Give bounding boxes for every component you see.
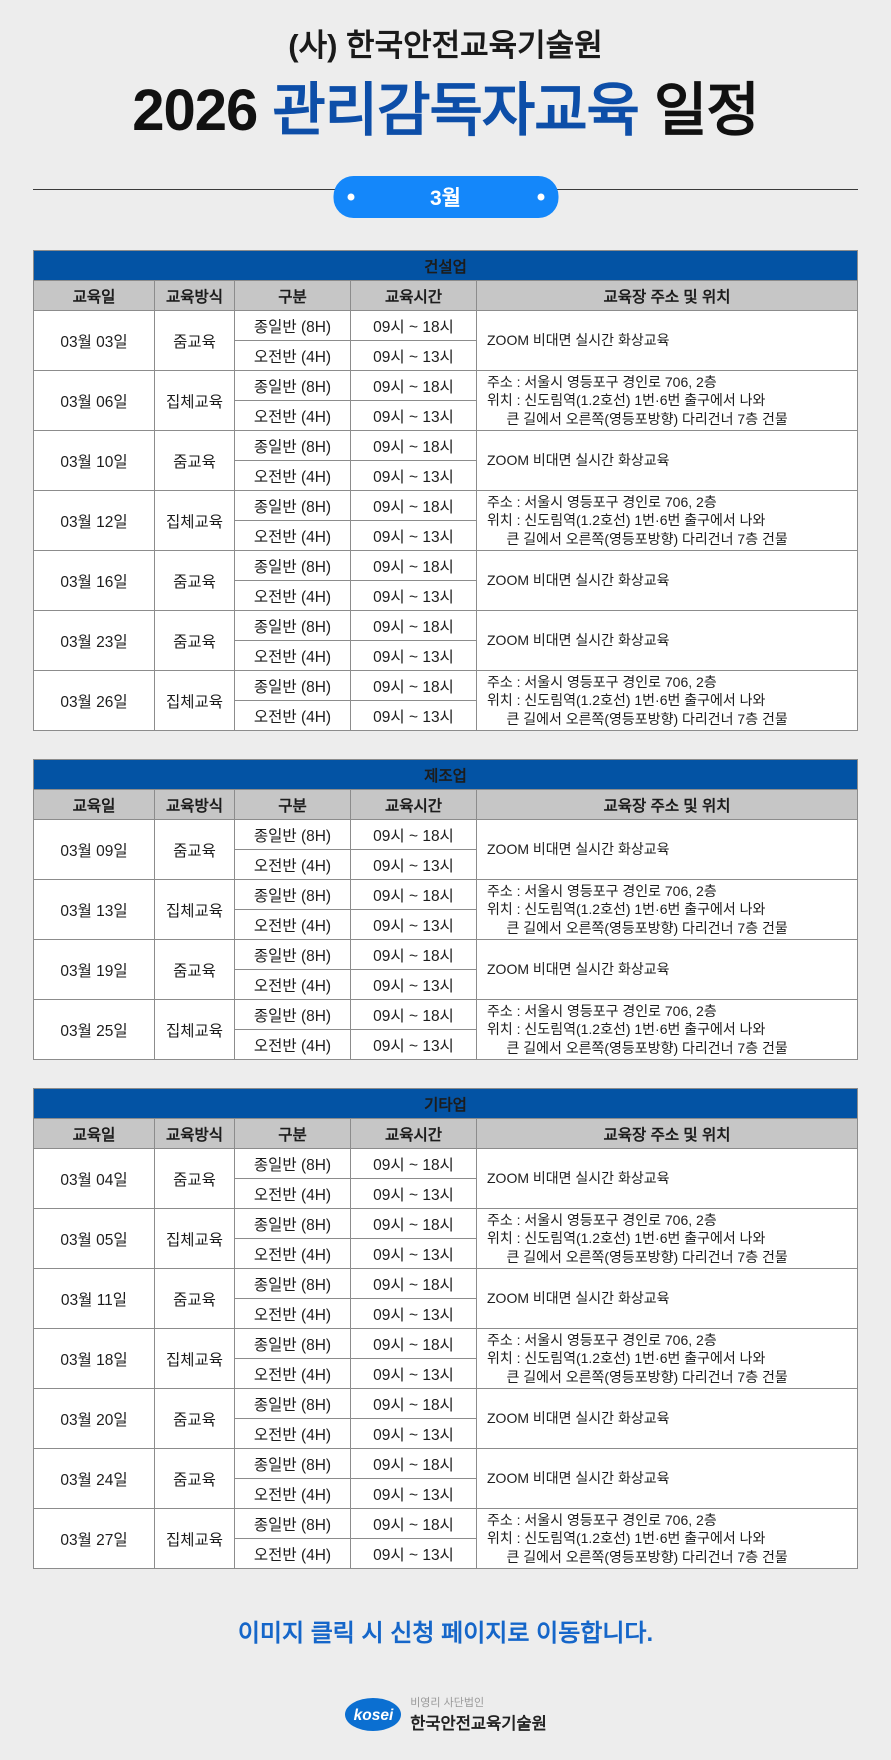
svg-text:kosei: kosei: [354, 1707, 394, 1724]
